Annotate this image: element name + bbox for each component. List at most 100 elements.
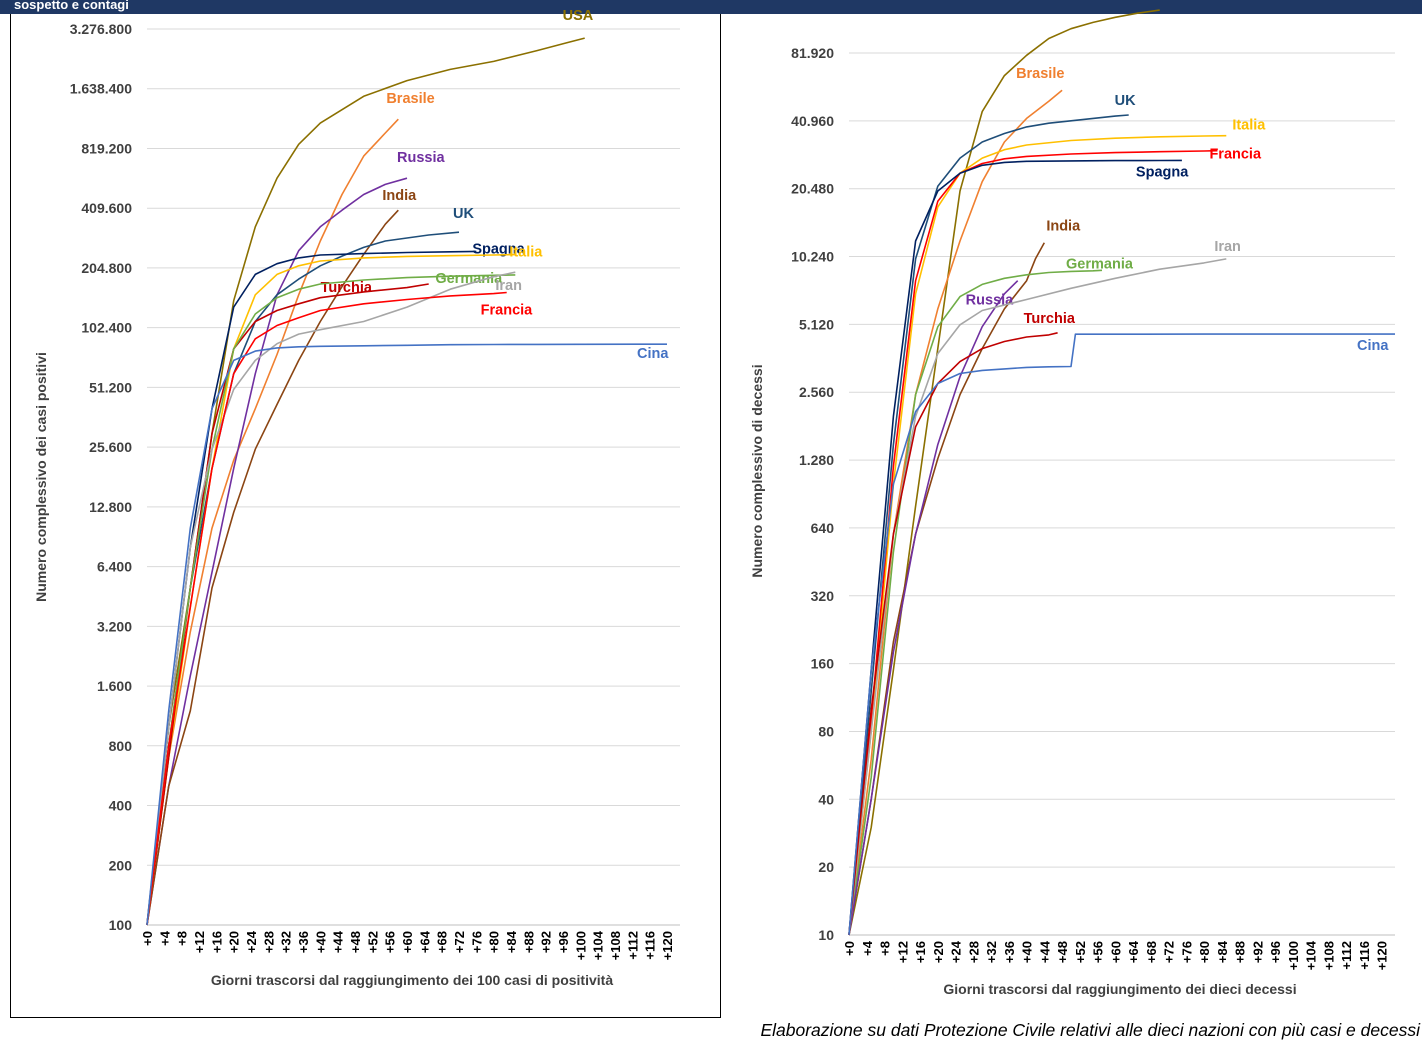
series-label-turchia: Turchia [321, 280, 373, 296]
series-label-brasile: Brasile [1016, 66, 1064, 82]
series-line-russia [848, 280, 1019, 936]
x-tick-label: +24 [244, 930, 259, 953]
series-label-francia: Francia [1209, 147, 1262, 163]
series-line-brasile [146, 118, 399, 926]
x-tick-label: +108 [1321, 941, 1336, 970]
x-tick-label: +0 [842, 941, 857, 956]
y-tick-label: 2.560 [799, 384, 834, 400]
series-label-usa: USA [563, 8, 594, 24]
x-tick-label: +116 [643, 931, 658, 960]
series-label-germania: Germania [435, 271, 503, 287]
series-line-spagna [146, 250, 477, 926]
series-line-usa [848, 9, 1160, 936]
series-line-germania [848, 269, 1103, 936]
chart-cases: 100 200 400 800 1.600 3.200 6.400 12.800 25.600 5… [33, 8, 680, 988]
x-tick-label: +112 [1339, 941, 1354, 970]
series-line-uk [146, 231, 460, 926]
y-tick-label: 640 [811, 520, 835, 536]
x-tick-label: +76 [469, 931, 484, 953]
y-tick-label: 3.276.800 [70, 21, 132, 37]
series-label-italia: Italia [509, 245, 543, 261]
y-tick-label: 20.480 [791, 181, 834, 197]
series-label-india: India [1046, 219, 1081, 235]
x-tick-label: +12 [895, 941, 910, 963]
frame-left-border [10, 14, 11, 1018]
x-tick-label: +64 [417, 930, 432, 953]
y-axis-title: Numero complessivo di decessi [749, 364, 765, 577]
header-title-bar: sospetto e contagi [0, 0, 1422, 14]
series-line-turchia [848, 332, 1058, 936]
series-label-russia: Russia [397, 150, 445, 166]
series-line-francia [848, 149, 1218, 936]
x-tick-label: +12 [192, 931, 207, 953]
x-tick-label: +104 [591, 930, 606, 960]
y-tick-label: 20 [818, 859, 834, 875]
series-line-italia [848, 134, 1227, 936]
y-tick-label: 800 [109, 738, 133, 754]
y-tick-label: 100 [109, 917, 133, 933]
x-tick-label: +76 [1179, 941, 1194, 963]
x-tick-label: +104 [1304, 940, 1319, 970]
y-tick-label: 3.200 [97, 618, 132, 634]
y-tick-label: 1.600 [97, 678, 132, 694]
x-tick-label: +68 [1144, 941, 1159, 963]
series-label-italia: Italia [1232, 118, 1266, 134]
x-tick-label: +52 [365, 931, 380, 953]
x-tick-label: +24 [949, 940, 964, 963]
x-tick-label: +28 [966, 941, 981, 963]
x-tick-label: +40 [1020, 941, 1035, 963]
x-tick-label: +8 [878, 941, 893, 956]
series-label-spagna: Spagna [472, 241, 525, 257]
series-label-india: India [382, 188, 417, 204]
source-note: Elaborazione su dati Protezione Civile r… [760, 1020, 1420, 1040]
y-tick-label: 409.600 [81, 200, 132, 216]
frame-divider [720, 14, 721, 1018]
header-title: sospetto e contagi [14, 0, 129, 12]
x-tick-label: +80 [487, 931, 502, 953]
x-tick-label: +116 [1357, 941, 1372, 970]
x-tick-label: +100 [1286, 941, 1301, 970]
series-line-brasile [848, 89, 1063, 936]
x-tick-label: +80 [1197, 941, 1212, 963]
x-tick-label: +60 [400, 931, 415, 953]
y-tick-label: 160 [811, 656, 835, 672]
x-tick-label: +20 [227, 931, 242, 953]
y-tick-label: 10.240 [791, 249, 834, 265]
x-tick-label: +4 [157, 930, 172, 946]
x-tick-label: +84 [1215, 940, 1230, 963]
x-tick-label: +4 [860, 940, 875, 956]
series-line-spagna [848, 159, 1182, 936]
series-label-uk: UK [453, 206, 474, 222]
x-tick-label: +88 [521, 931, 536, 953]
x-tick-label: +60 [1108, 941, 1123, 963]
x-tick-label: +100 [573, 931, 588, 960]
y-tick-label: 25.600 [89, 439, 132, 455]
series-label-turchia: Turchia [1024, 311, 1076, 327]
y-tick-label: 1.280 [799, 452, 834, 468]
y-tick-label: 400 [109, 798, 133, 814]
x-tick-label: +108 [608, 931, 623, 960]
x-tick-label: +96 [556, 931, 571, 953]
series-label-russia: Russia [966, 293, 1014, 309]
x-tick-label: +48 [1055, 941, 1070, 963]
x-tick-label: +88 [1233, 941, 1248, 963]
series-label-iran: Iran [1214, 239, 1241, 255]
y-tick-label: 320 [811, 588, 835, 604]
y-tick-label: 40.960 [791, 113, 834, 129]
y-tick-label: 819.200 [81, 140, 132, 156]
frame-bottom-border [10, 1017, 721, 1018]
series-label-cina: Cina [637, 346, 669, 362]
x-tick-label: +56 [383, 931, 398, 953]
x-tick-label: +92 [539, 931, 554, 953]
x-tick-label: +32 [984, 941, 999, 963]
y-tick-label: 80 [818, 723, 834, 739]
series-line-germania [146, 274, 516, 926]
y-tick-label: 12.800 [89, 499, 132, 515]
x-tick-label: +44 [1037, 940, 1052, 963]
x-tick-label: +120 [660, 931, 675, 960]
x-tick-label: +0 [140, 931, 155, 946]
y-tick-label: 81.920 [791, 45, 834, 61]
series-label-cina: Cina [1357, 338, 1389, 354]
series-label-iran: Iran [495, 278, 522, 294]
series-line-cina [848, 333, 1395, 936]
